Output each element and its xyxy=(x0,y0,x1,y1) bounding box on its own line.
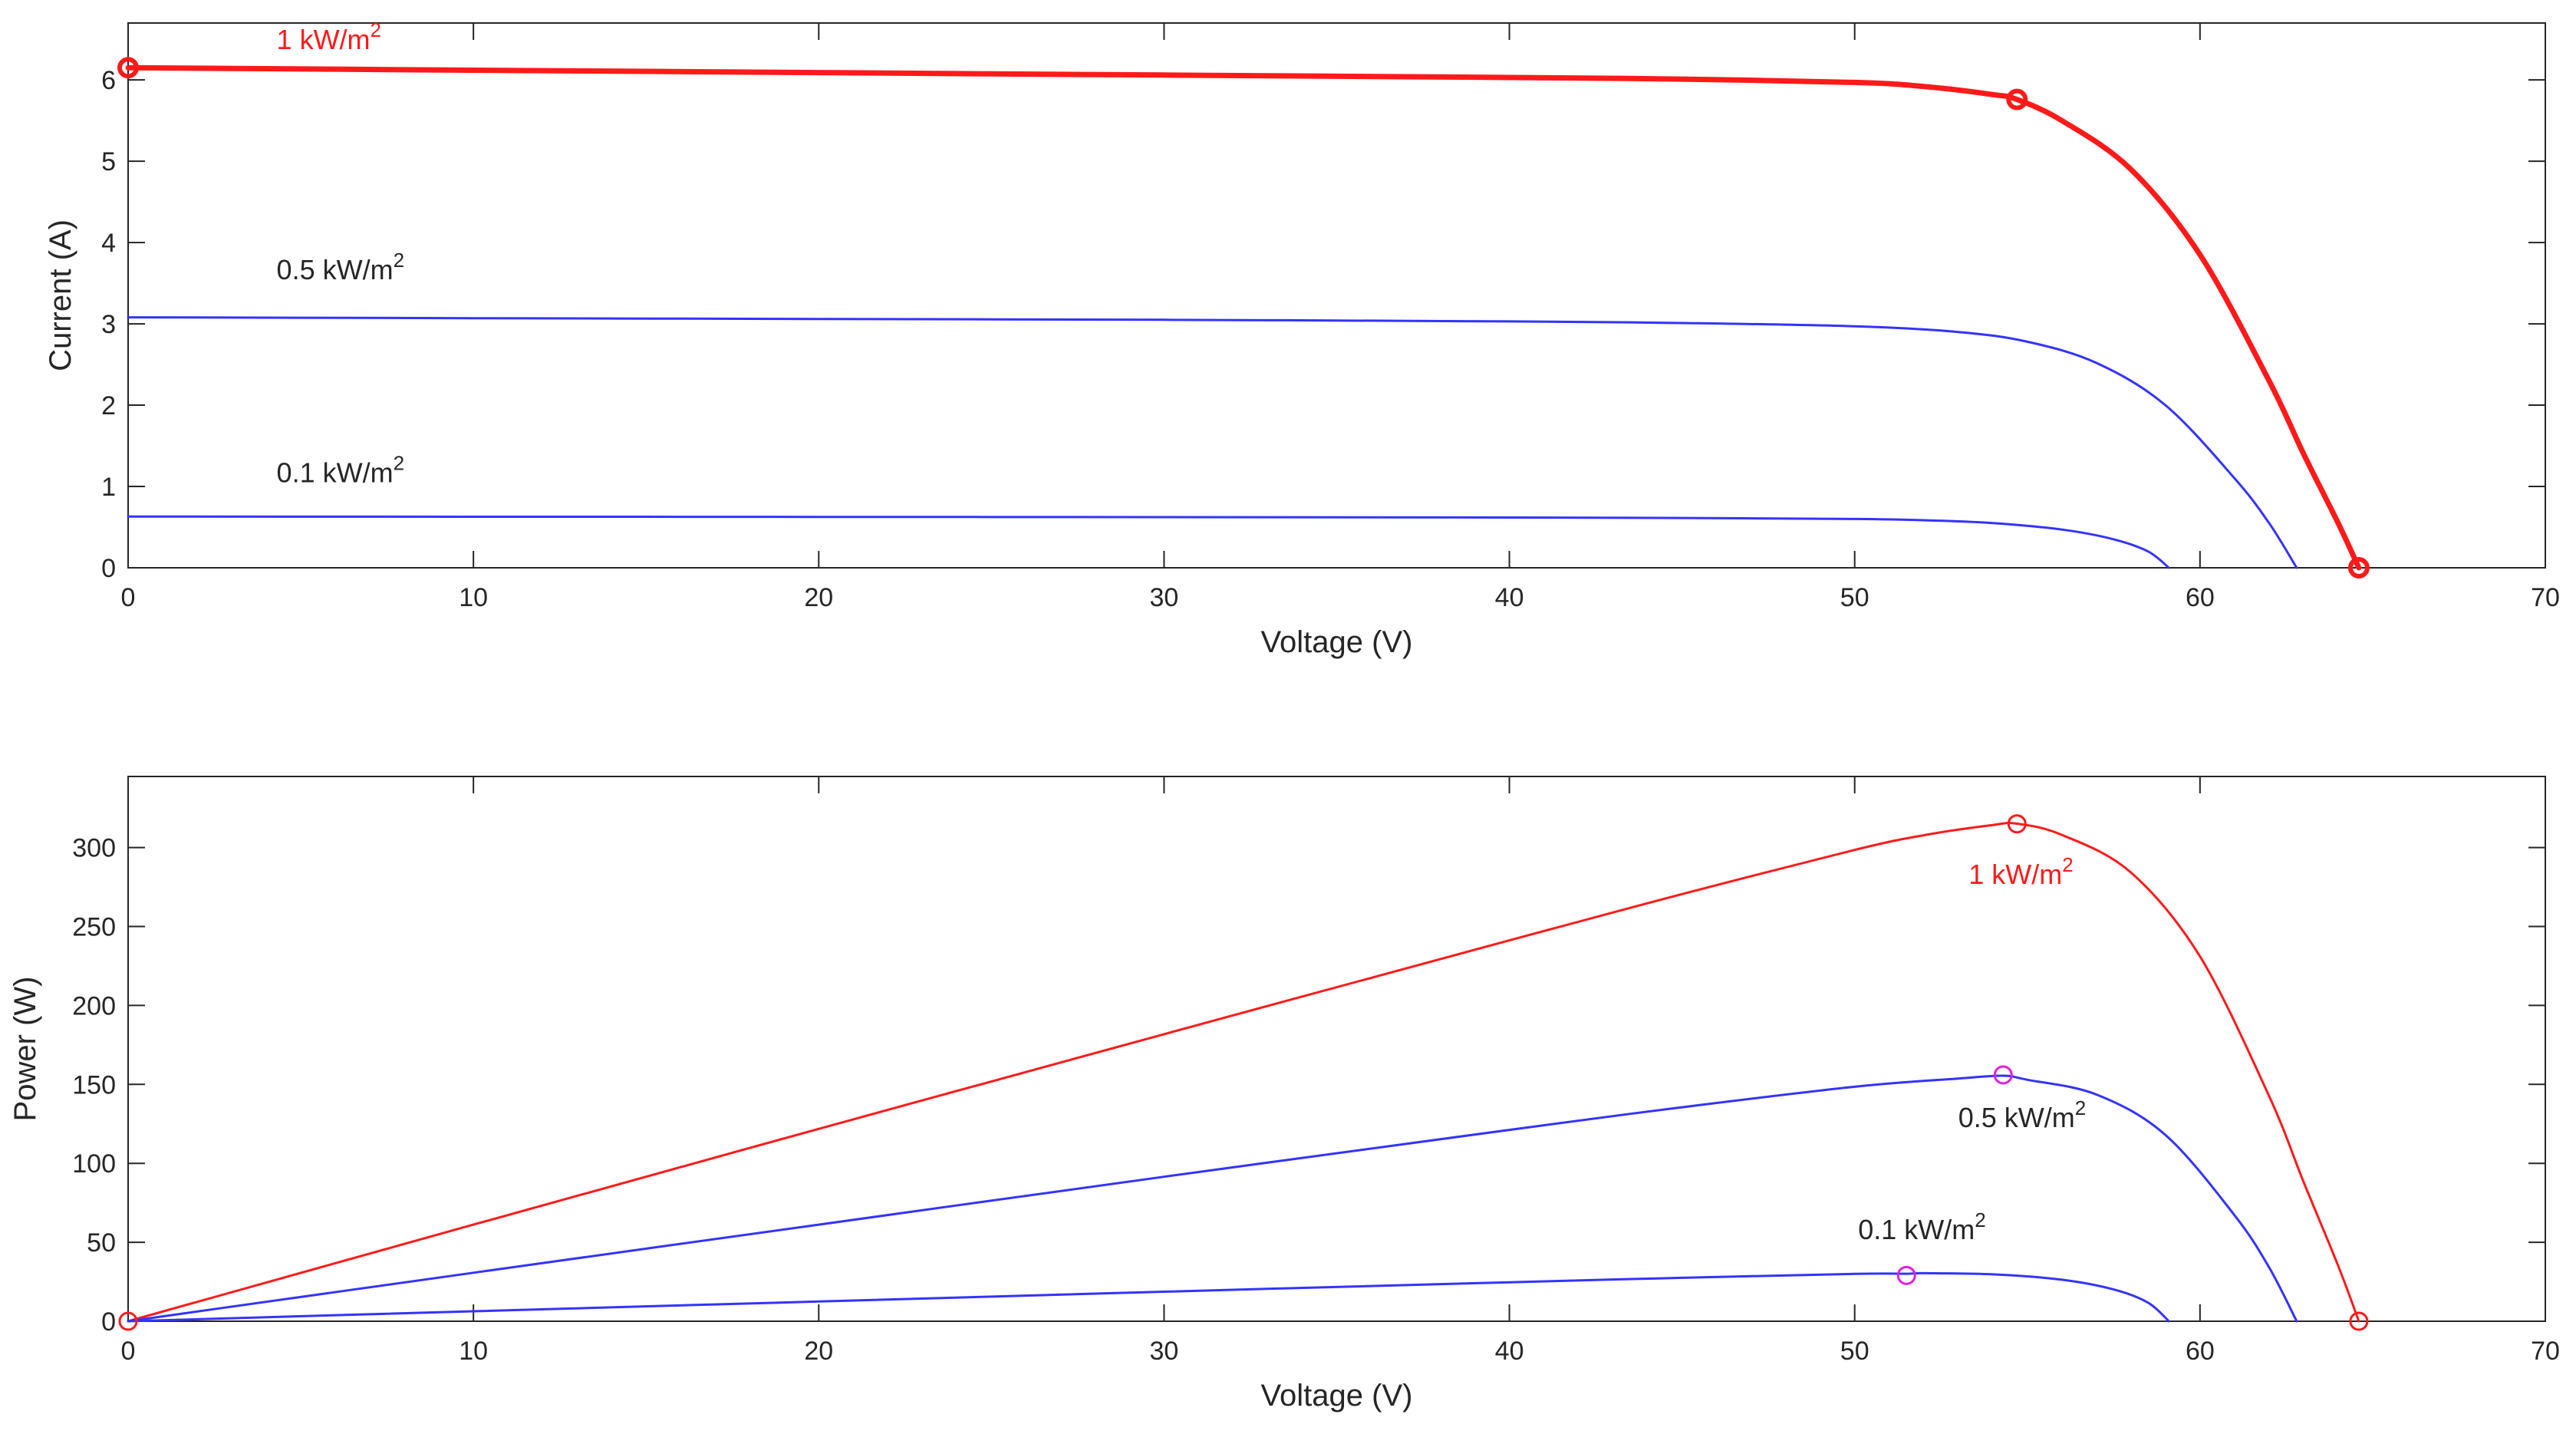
chart-0-x-tick-label: 10 xyxy=(459,583,488,612)
chart-0-y-tick-label: 0 xyxy=(101,554,116,583)
chart-1-plot-area xyxy=(127,776,2546,1322)
chart-1-marker xyxy=(118,1311,138,1331)
chart-1-y-tick-label: 150 xyxy=(72,1070,116,1099)
chart-0-series-line-2 xyxy=(127,515,2170,569)
chart-1-series-line-0 xyxy=(127,821,2360,1323)
chart-1-y-axis-label: Power (W) xyxy=(8,977,42,1122)
chart-1-x-tick-label: 0 xyxy=(121,1337,136,1366)
chart-0-x-tick-label: 50 xyxy=(1840,583,1869,612)
chart-0-y-tick-label: 3 xyxy=(101,310,116,339)
chart-0-x-tick-label: 20 xyxy=(804,583,833,612)
chart-0-x-tick-label: 70 xyxy=(2531,583,2560,612)
chart-1-x-tick-label: 20 xyxy=(804,1337,833,1366)
chart-1-x-tick-label: 40 xyxy=(1495,1337,1524,1366)
chart-1-y-tick-label: 200 xyxy=(72,991,116,1020)
pv-curve-panel: 0 10 20 30 40 50 60 70 0 50 100 150 200 250 300 Voltage… xyxy=(8,776,2560,1413)
chart-0-marker xyxy=(117,57,139,79)
iv-curve-panel: 0 10 20 30 40 50 60 70 0 1 2 3 4 5 6 Voltage (V) Current… xyxy=(44,18,2560,659)
chart-1-marker xyxy=(2007,814,2027,834)
chart-0-marker xyxy=(2347,557,2370,579)
chart-0-marker xyxy=(2006,88,2028,110)
chart-0-annotation: 0.1 kW/m2 xyxy=(277,452,404,489)
chart-0-annotation: 1 kW/m2 xyxy=(277,18,381,55)
chart-1-x-axis-label: Voltage (V) xyxy=(1261,1379,1413,1413)
chart-0-annotation-text: 1 kW/m xyxy=(277,24,371,55)
chart-1-annotation: 1 kW/m2 xyxy=(1968,853,2073,890)
chart-0-y-tick-label: 4 xyxy=(101,229,116,258)
chart-1-x-tick-label: 10 xyxy=(459,1337,488,1366)
chart-0-annotation-text: 0.1 kW/m xyxy=(277,457,394,489)
chart-1-marker xyxy=(2349,1311,2369,1331)
chart-1-x-tick-label: 70 xyxy=(2531,1337,2560,1366)
chart-0-y-axis-label: Current (A) xyxy=(44,219,77,371)
chart-1-annotation-text: 0.1 kW/m xyxy=(1858,1214,1975,1245)
chart-0-annotation-sup: 2 xyxy=(371,18,381,41)
chart-0-x-tick-label: 30 xyxy=(1150,583,1179,612)
chart-0-y-tick-label: 2 xyxy=(101,391,116,420)
chart-1-x-tick-label: 60 xyxy=(2186,1337,2215,1366)
chart-1-annotation-sup: 2 xyxy=(1975,1208,1985,1231)
chart-0-y-tick-label: 1 xyxy=(101,473,116,502)
chart-1-y-tick-label: 300 xyxy=(72,834,116,863)
chart-0-y-tick-label: 5 xyxy=(101,147,116,176)
chart-1-annotation-sup: 2 xyxy=(2075,1096,2086,1119)
chart-1-marker xyxy=(1993,1065,2013,1085)
chart-1-y-tick-label: 50 xyxy=(87,1228,116,1258)
chart-0-x-tick-label: 60 xyxy=(2186,583,2215,612)
chart-1-annotation-text: 0.5 kW/m xyxy=(1958,1102,2075,1133)
chart-1-y-tick-label: 100 xyxy=(72,1149,116,1179)
chart-0-series-line-0 xyxy=(125,64,2362,571)
chart-1-annotation-text: 1 kW/m xyxy=(1968,859,2062,890)
chart-1-annotation: 0.1 kW/m2 xyxy=(1858,1208,1985,1245)
chart-0-annotation: 0.5 kW/m2 xyxy=(277,249,404,285)
chart-0-annotation-sup: 2 xyxy=(394,452,404,475)
chart-1-y-tick-label: 250 xyxy=(72,913,116,942)
chart-1-y-tick-label: 0 xyxy=(101,1307,116,1337)
chart-0-x-axis-label: Voltage (V) xyxy=(1261,625,1413,659)
chart-0-x-tick-label: 0 xyxy=(121,583,136,612)
chart-0-plot-area xyxy=(127,22,2546,569)
chart-0-annotation-sup: 2 xyxy=(394,249,404,272)
chart-1-series-line-2 xyxy=(127,1271,2170,1323)
chart-1-marker xyxy=(1896,1265,1916,1285)
chart-1-x-tick-label: 30 xyxy=(1150,1337,1179,1366)
chart-0-x-tick-label: 40 xyxy=(1495,583,1524,612)
chart-1-annotation-sup: 2 xyxy=(2062,853,2073,876)
chart-0-series-line-1 xyxy=(127,316,2298,569)
chart-0-y-tick-label: 6 xyxy=(101,66,116,95)
chart-1-series-line-1 xyxy=(127,1074,2298,1323)
chart-1-x-tick-label: 50 xyxy=(1840,1337,1869,1366)
chart-0-annotation-text: 0.5 kW/m xyxy=(277,254,394,285)
chart-1-annotation: 0.5 kW/m2 xyxy=(1958,1096,2086,1133)
